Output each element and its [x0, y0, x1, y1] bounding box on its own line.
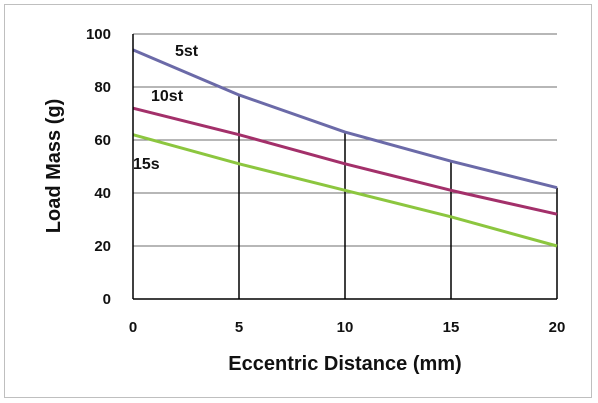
y-tick-labels: 0 20 40 60 80 100 — [86, 26, 111, 308]
series-label-10st: 10st — [151, 88, 184, 105]
y-tick-label-40: 40 — [94, 185, 111, 202]
series-line-10st — [132, 106, 558, 216]
series-label-15s: 15s — [133, 156, 160, 173]
series-line-5st — [132, 48, 558, 190]
y-tick-label-80: 80 — [94, 79, 111, 96]
x-tick-label-5: 5 — [235, 319, 243, 336]
x-tick-label-15: 15 — [443, 319, 460, 336]
series-lines — [132, 48, 558, 248]
x-tick-labels: 0 5 10 15 20 — [129, 319, 566, 336]
axes — [132, 34, 557, 300]
x-tick-label-10: 10 — [337, 319, 354, 336]
series-line-15s — [132, 133, 558, 248]
x-axis-title: Eccentric Distance (mm) — [228, 353, 461, 375]
drop-lines — [238, 94, 558, 299]
x-tick-label-0: 0 — [129, 319, 137, 336]
series-label-5st: 5st — [175, 43, 199, 60]
series-labels: 5st 10st 15s — [133, 43, 199, 173]
y-axis-title: Load Mass (g) — [43, 99, 65, 233]
y-tick-label-0: 0 — [103, 291, 111, 308]
y-tick-label-60: 60 — [94, 132, 111, 149]
y-tick-label-20: 20 — [94, 238, 111, 255]
x-tick-label-20: 20 — [549, 319, 566, 336]
y-tick-label-100: 100 — [86, 26, 111, 43]
